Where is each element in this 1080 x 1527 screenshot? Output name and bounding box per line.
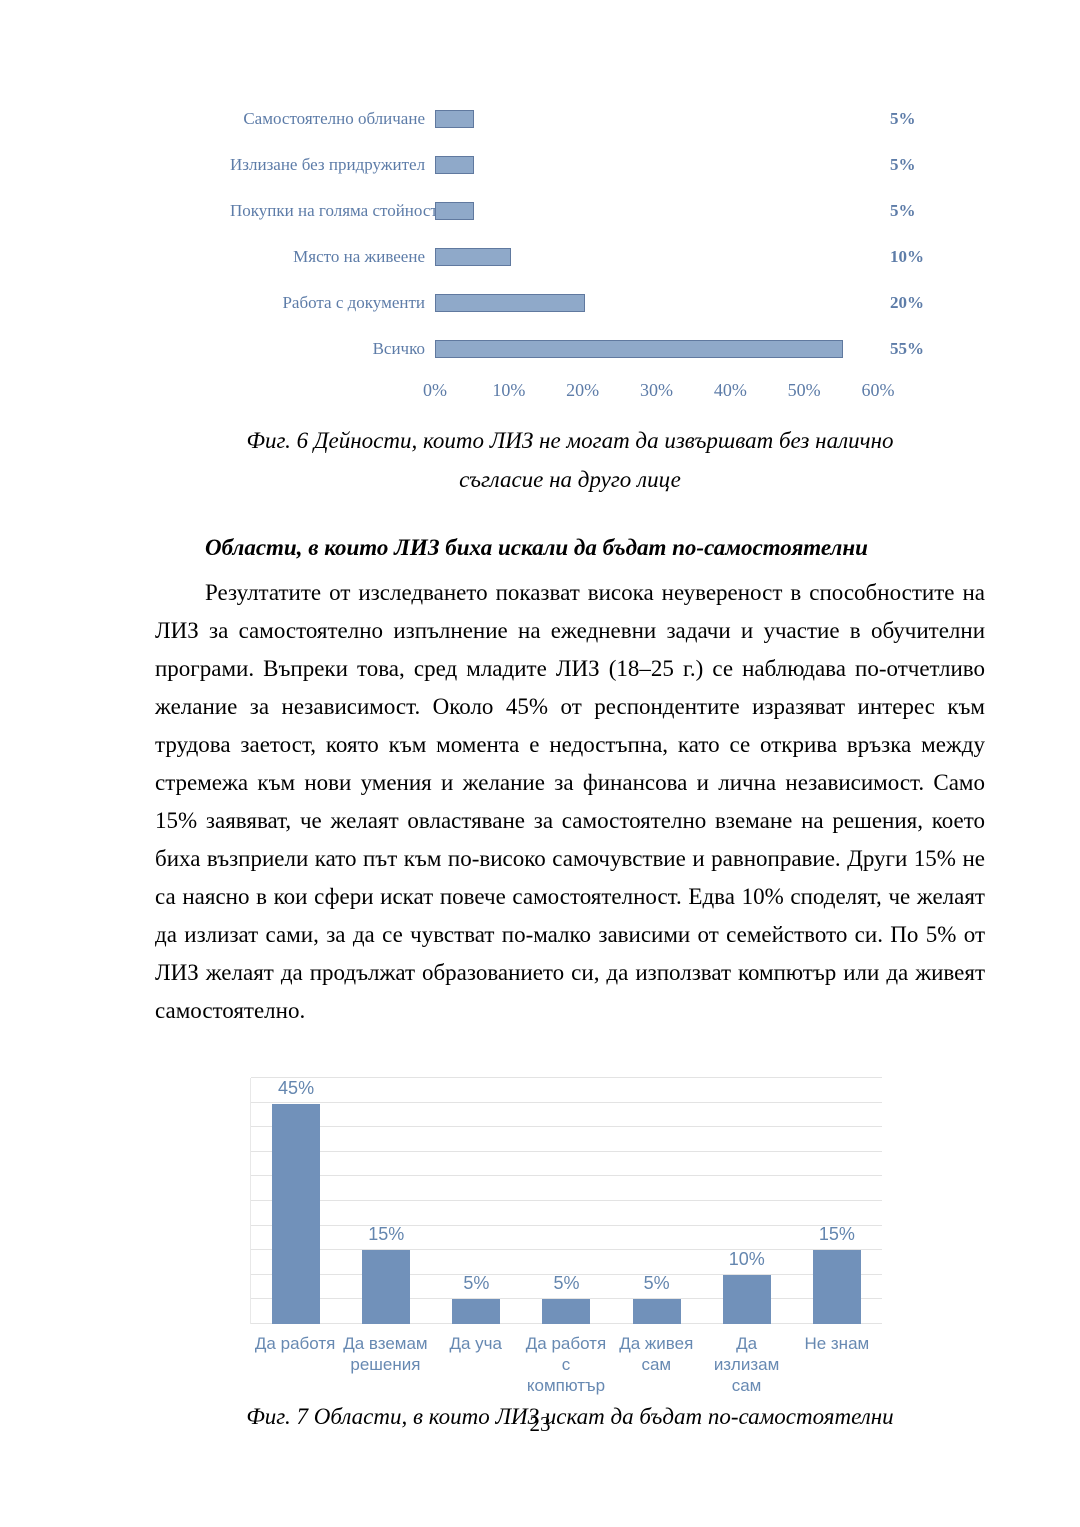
chart-bar-column: 5%: [521, 1078, 611, 1324]
figure6-caption-line1: Фиг. 6 Дейности, които ЛИЗ не могат да и…: [246, 428, 894, 453]
value-label: 15%: [818, 1224, 855, 1245]
chart-bar-row: Излизане без придружител 5%: [230, 142, 930, 188]
category-label: Не знам: [804, 1334, 870, 1353]
value-label: 55%: [890, 339, 924, 358]
value-label: 5%: [890, 155, 916, 174]
x-tick-label: 60%: [861, 380, 895, 400]
bar: [435, 340, 844, 358]
chart-bar-column: 10%: [702, 1078, 792, 1324]
chart-bar-column: 45%: [251, 1078, 341, 1324]
value-label: 15%: [368, 1224, 405, 1245]
gridline: [251, 1273, 882, 1275]
figure6-caption-line2: съгласие на друго лице: [459, 467, 681, 492]
gridline: [251, 1298, 882, 1300]
gridline: [251, 1249, 882, 1251]
value-label: 5%: [553, 1273, 580, 1294]
x-tick-label: 40%: [713, 380, 747, 400]
category-label: Излизане без придружител: [230, 155, 426, 174]
figure7-plot-area: 45% 15% 5% 5% 5% 10% 15%: [250, 1077, 882, 1324]
bar-track: [435, 202, 878, 220]
gridline: [251, 1077, 882, 1078]
x-tick-label: 0%: [423, 380, 447, 400]
chart-bar-column: 15%: [341, 1078, 431, 1324]
bar: [272, 1104, 321, 1324]
x-tick-label: 20%: [566, 380, 600, 400]
bar: [542, 1299, 591, 1324]
figure6-bars: Самостоятелно обличане 5% Излизане без при…: [230, 96, 930, 372]
figure7-caption: Фиг. 7 Области, в които ЛИЗ искат да бъд…: [246, 1404, 894, 1429]
bar: [722, 1274, 771, 1324]
value-label: 10%: [890, 247, 924, 266]
bar-track: [435, 294, 878, 312]
bar: [452, 1299, 501, 1324]
section-heading: Области, в които ЛИЗ биха искали да бъда…: [205, 535, 868, 561]
bar: [812, 1250, 861, 1324]
bar: [435, 294, 585, 312]
category-label: Самостоятелно обличане: [243, 109, 425, 128]
category-label: Работа с документи: [282, 293, 425, 312]
body-paragraph: Резултатите от изследването показват вис…: [155, 580, 985, 1023]
bar: [435, 110, 474, 128]
chart-bar-column: 5%: [431, 1078, 521, 1324]
gridline: [251, 1126, 882, 1128]
bar-track: [435, 156, 878, 174]
x-tick-label: 10%: [492, 380, 526, 400]
x-tick-label: 30%: [640, 380, 673, 400]
figure6-chart: Самостоятелно обличане 5% Излизане без при…: [230, 96, 930, 406]
x-tick-label: 50%: [787, 380, 821, 400]
figure7-chart: 45% 15% 5% 5% 5% 10% 15% Да работя Да вземам ре…: [250, 1077, 882, 1396]
figure6-x-axis: 0% 10% 20% 30% 40% 50% 60%: [423, 380, 895, 406]
chart-bar-column: 15%: [792, 1078, 882, 1324]
gridline: [251, 1200, 882, 1201]
page-number: 23: [529, 1412, 551, 1436]
value-label: 10%: [728, 1248, 765, 1269]
gridline: [251, 1224, 882, 1226]
category-label: Покупки на голяма стойност: [230, 201, 438, 220]
category-label: Да живея сам: [619, 1334, 694, 1374]
chart-bar-row: Място на живеене 10%: [230, 234, 930, 280]
bar: [632, 1299, 681, 1324]
category-label: Да излизам сам: [713, 1334, 780, 1395]
figure7-bars: 45% 15% 5% 5% 5% 10% 15%: [251, 1078, 882, 1324]
figure6-caption: Фиг. 6 Дейности, които ЛИЗ не могат да и…: [155, 421, 985, 499]
bar-track: [435, 248, 878, 266]
bar: [362, 1250, 411, 1324]
category-label: Да уча: [449, 1334, 502, 1353]
category-label: Място на живеене: [293, 247, 425, 266]
bar-track: [435, 340, 878, 358]
chart-bar-row: Работа с документи 20%: [230, 280, 930, 326]
bar: [435, 202, 474, 220]
value-label: 5%: [890, 109, 916, 128]
bar: [435, 156, 474, 174]
category-label: Да работя: [254, 1334, 336, 1353]
chart-bar-row: Всичко 55%: [230, 326, 930, 372]
value-label: 20%: [890, 293, 924, 312]
gridline: [251, 1101, 882, 1103]
gridline: [251, 1150, 882, 1152]
category-label: Да вземам решения: [343, 1334, 428, 1374]
bar: [435, 248, 511, 266]
chart-bar-column: 5%: [612, 1078, 702, 1324]
category-label: Всичко: [372, 339, 425, 358]
chart-bar-row: Покупки на голяма стойност 5%: [230, 188, 930, 234]
figure7-x-axis-labels: Да работя Да вземам решения Да уча Да работ…: [250, 1333, 882, 1396]
bar-track: [435, 110, 878, 128]
value-label: 5%: [643, 1273, 670, 1294]
value-label: 5%: [463, 1273, 490, 1294]
gridline: [251, 1175, 882, 1177]
value-label: 5%: [890, 201, 916, 220]
chart-bar-row: Самостоятелно обличане 5%: [230, 96, 930, 142]
category-label: Да работя с компютър: [525, 1334, 607, 1395]
value-label: 45%: [278, 1078, 315, 1098]
